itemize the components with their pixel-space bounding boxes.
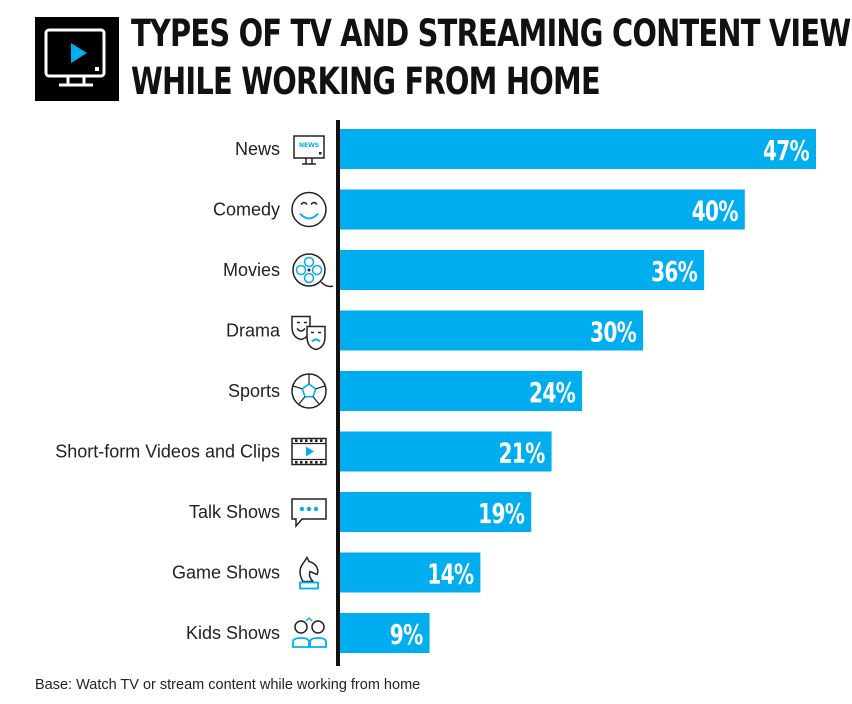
category-label: Game Shows xyxy=(172,563,280,583)
category-label: Comedy xyxy=(213,200,280,220)
soccer-ball-icon xyxy=(291,373,327,409)
value-label: 21% xyxy=(499,436,545,469)
bar-comedy xyxy=(338,189,745,230)
chart-title-line-1: TYPES OF TV AND STREAMING CONTENT VIEWED xyxy=(131,12,852,55)
value-label: 40% xyxy=(692,194,738,227)
category-label: News xyxy=(235,139,280,159)
category-label: Short-form Videos and Clips xyxy=(55,442,280,462)
bar-movies xyxy=(338,250,705,290)
bar-news xyxy=(338,129,816,169)
value-label: 14% xyxy=(427,557,473,590)
value-label: 47% xyxy=(763,134,809,167)
value-label: 19% xyxy=(478,497,524,530)
category-label: Talk Shows xyxy=(189,502,280,522)
chart-title-line-2: WHILE WORKING FROM HOME xyxy=(131,60,601,103)
film-strip-icon xyxy=(291,437,327,466)
smiley-face-icon xyxy=(291,191,327,228)
speech-bubble-icon xyxy=(291,498,327,529)
category-label: Kids Shows xyxy=(186,623,280,643)
value-label: 24% xyxy=(529,376,575,409)
bar-kids-shows xyxy=(338,613,430,653)
bar-drama xyxy=(338,310,644,351)
category-label: Movies xyxy=(223,260,280,280)
bar-sports xyxy=(338,371,583,411)
film-reel-icon xyxy=(292,253,334,288)
bar-short-form-videos-and-clips xyxy=(338,431,552,472)
theater-masks-icon xyxy=(291,315,326,351)
value-label: 30% xyxy=(590,315,636,348)
category-label: Drama xyxy=(226,321,281,341)
bar-game-shows xyxy=(338,552,481,593)
footnote: Base: Watch TV or stream content while w… xyxy=(35,677,421,693)
chess-knight-icon xyxy=(299,556,319,590)
bar-talk-shows xyxy=(338,492,532,532)
news-tv-icon: NEWS xyxy=(293,135,325,165)
tv-play-icon xyxy=(35,17,119,101)
category-label: Sports xyxy=(228,381,280,401)
kids-icon xyxy=(292,616,327,648)
value-label: 9% xyxy=(390,618,423,651)
value-label: 36% xyxy=(651,255,697,288)
chart-title: TYPES OF TV AND STREAMING CONTENT VIEWED… xyxy=(131,10,852,106)
svg-text:NEWS: NEWS xyxy=(299,142,319,149)
